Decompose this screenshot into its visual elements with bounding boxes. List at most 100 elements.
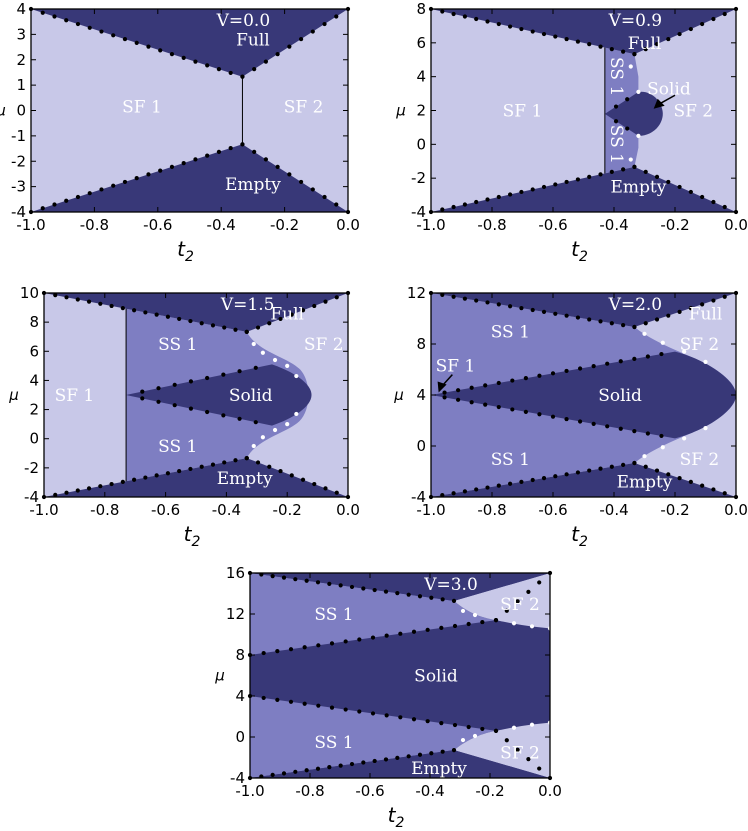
y-tick-label: 4 (29, 371, 39, 389)
boundary-point (688, 479, 693, 484)
boundary-point (587, 317, 592, 322)
boundary-point (205, 409, 210, 415)
region-label: SS 1 (314, 733, 353, 753)
boundary-point (260, 350, 265, 355)
boundary-point (537, 766, 542, 771)
plot-frame (249, 572, 551, 779)
boundary-point (251, 341, 256, 347)
boundary-point (158, 48, 163, 53)
boundary-point (440, 493, 445, 498)
boundary-point (315, 580, 321, 585)
boundary-point (462, 14, 468, 19)
boundary-point (383, 589, 389, 594)
boundary-point (564, 313, 569, 318)
boundary-point (519, 306, 524, 311)
x-tick-label: 0.0 (724, 501, 748, 519)
boundary-point (591, 364, 596, 369)
y-tick-label: 12 (407, 284, 426, 302)
boundary-point (310, 187, 315, 192)
boundary-point (132, 308, 137, 313)
boundary-point (240, 74, 245, 79)
boundary-point (496, 21, 501, 27)
boundary-point (654, 317, 660, 322)
region-label: Full (236, 30, 270, 50)
boundary-point (703, 359, 708, 364)
boundary-point (439, 625, 444, 630)
region-label: SS 1 (606, 125, 626, 164)
boundary-point (75, 297, 80, 302)
boundary-point (40, 10, 45, 15)
boundary-point (334, 14, 339, 19)
x-tick-label: -0.2 (475, 782, 504, 800)
x-tick-label: -0.4 (415, 782, 444, 800)
x-tick-label: -0.8 (477, 501, 506, 519)
boundary-point (440, 597, 445, 602)
x-axis-label: t2 (184, 522, 201, 550)
boundary-point (98, 301, 103, 306)
boundary-point (519, 479, 524, 484)
boundary-point (564, 368, 569, 374)
boundary-point (411, 629, 417, 634)
boundary-point (553, 474, 558, 479)
boundary-point (598, 466, 603, 471)
boundary-point (480, 619, 485, 625)
boundary-point (519, 189, 524, 195)
y-tick-label: 0 (16, 102, 26, 120)
y-tick-label: -4 (24, 488, 39, 506)
region-label: SS 1 (314, 605, 353, 625)
boundary-point (327, 765, 332, 770)
boundary-point (120, 479, 125, 484)
solid-region (431, 351, 736, 439)
boundary-point (143, 475, 148, 480)
sf-region (431, 9, 736, 212)
boundary-point (406, 592, 411, 597)
region-label: SF 2 (673, 102, 713, 122)
boundary-point (383, 757, 389, 762)
x-tick-label: -1.0 (416, 216, 445, 234)
boundary-point (456, 397, 461, 402)
boundary-point (452, 623, 458, 629)
boundary-point (111, 183, 116, 188)
panel-2-axes: -1.0 -0.8 -0.6 -0.4 -0.2 0.0 -4 -2 0 2 4 6 8 t2 μ (395, 0, 748, 265)
boundary-point (343, 707, 348, 712)
boundary-point (711, 298, 716, 303)
boundary-point (688, 306, 693, 311)
boundary-point (228, 70, 233, 76)
boundary-point (425, 719, 430, 724)
boundary-point (632, 324, 637, 330)
y-axis-label: μ (0, 102, 6, 120)
boundary-point (666, 313, 671, 318)
boundary-point (398, 631, 403, 636)
boundary-point (643, 464, 648, 469)
boundary-point (221, 413, 226, 418)
boundary-point (564, 472, 569, 477)
boundary-point (508, 24, 513, 29)
boundary-point (172, 403, 177, 408)
region-label: SF 2 (284, 98, 324, 118)
boundary-point (64, 18, 69, 23)
boundary-point (205, 63, 210, 68)
region-label: Solid (598, 386, 642, 406)
boundary-point (474, 298, 479, 303)
boundary-point (541, 476, 547, 481)
panel-3-axes: -1.0 -0.8 -0.6 -0.4 -0.2 0.0 -4 -2 0 2 4 6 8 10 t2 μ (8, 284, 360, 550)
boundary-point (169, 52, 175, 57)
y-axis-label: μ (8, 386, 19, 404)
region-label: SF 2 (680, 335, 720, 355)
ss1-region (250, 573, 496, 655)
boundary-point (451, 204, 456, 210)
boundary-point (483, 383, 488, 388)
boundary-point (508, 304, 513, 309)
boundary-point (109, 303, 114, 309)
boundary-point (654, 41, 660, 47)
boundary-point (460, 608, 466, 614)
boundary-point (537, 580, 542, 585)
boundary-point (312, 481, 317, 487)
y-tick-label: 8 (416, 335, 426, 353)
boundary-point (575, 315, 581, 320)
empty-region (250, 750, 550, 778)
boundary-point (154, 312, 159, 317)
boundary-point (267, 464, 272, 469)
boundary-point (323, 486, 328, 491)
